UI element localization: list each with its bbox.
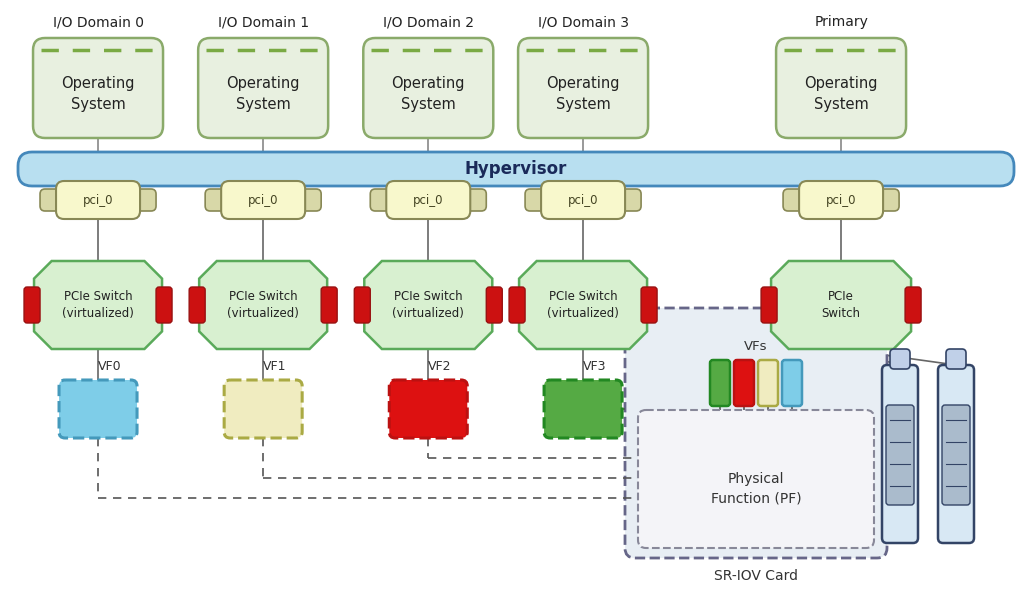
Text: pci_0: pci_0 bbox=[413, 193, 444, 206]
Polygon shape bbox=[199, 261, 327, 349]
FancyBboxPatch shape bbox=[879, 189, 899, 211]
FancyBboxPatch shape bbox=[189, 287, 205, 323]
Text: Operating
System: Operating System bbox=[226, 76, 300, 112]
FancyBboxPatch shape bbox=[40, 189, 60, 211]
FancyBboxPatch shape bbox=[783, 189, 803, 211]
Text: Primary: Primary bbox=[814, 15, 868, 29]
Text: PCIe Switch
(virtualized): PCIe Switch (virtualized) bbox=[62, 290, 134, 320]
Text: PCIe Switch
(virtualized): PCIe Switch (virtualized) bbox=[227, 290, 299, 320]
FancyBboxPatch shape bbox=[386, 181, 471, 219]
FancyBboxPatch shape bbox=[779, 42, 903, 56]
FancyBboxPatch shape bbox=[544, 380, 622, 438]
FancyBboxPatch shape bbox=[734, 360, 754, 406]
FancyBboxPatch shape bbox=[638, 410, 874, 548]
FancyBboxPatch shape bbox=[224, 380, 302, 438]
Text: VF0: VF0 bbox=[98, 360, 122, 373]
FancyBboxPatch shape bbox=[354, 287, 370, 323]
Text: Operating
System: Operating System bbox=[391, 76, 465, 112]
FancyBboxPatch shape bbox=[33, 38, 163, 138]
FancyBboxPatch shape bbox=[761, 287, 777, 323]
FancyBboxPatch shape bbox=[18, 152, 1014, 186]
FancyBboxPatch shape bbox=[370, 189, 390, 211]
FancyBboxPatch shape bbox=[541, 181, 625, 219]
Polygon shape bbox=[771, 261, 911, 349]
FancyBboxPatch shape bbox=[136, 189, 156, 211]
FancyBboxPatch shape bbox=[466, 189, 486, 211]
Text: pci_0: pci_0 bbox=[83, 193, 114, 206]
Text: SR-IOV Card: SR-IOV Card bbox=[714, 569, 798, 583]
FancyBboxPatch shape bbox=[799, 181, 883, 219]
FancyBboxPatch shape bbox=[710, 360, 730, 406]
FancyBboxPatch shape bbox=[942, 405, 970, 505]
FancyBboxPatch shape bbox=[486, 287, 503, 323]
FancyBboxPatch shape bbox=[757, 360, 778, 406]
FancyBboxPatch shape bbox=[201, 42, 325, 56]
FancyBboxPatch shape bbox=[882, 365, 918, 543]
FancyBboxPatch shape bbox=[156, 287, 172, 323]
Text: VF2: VF2 bbox=[428, 360, 452, 373]
FancyBboxPatch shape bbox=[641, 287, 657, 323]
FancyBboxPatch shape bbox=[366, 42, 490, 56]
Text: pci_0: pci_0 bbox=[248, 193, 279, 206]
Text: VF3: VF3 bbox=[583, 360, 607, 373]
FancyBboxPatch shape bbox=[509, 287, 525, 323]
FancyBboxPatch shape bbox=[782, 360, 802, 406]
Text: VFs: VFs bbox=[744, 340, 768, 352]
Polygon shape bbox=[364, 261, 492, 349]
FancyBboxPatch shape bbox=[905, 287, 922, 323]
FancyBboxPatch shape bbox=[321, 287, 337, 323]
Text: I/O Domain 0: I/O Domain 0 bbox=[53, 15, 143, 29]
Text: VF1: VF1 bbox=[263, 360, 287, 373]
FancyBboxPatch shape bbox=[946, 349, 966, 369]
FancyBboxPatch shape bbox=[890, 349, 910, 369]
FancyBboxPatch shape bbox=[221, 181, 305, 219]
Text: I/O Domain 2: I/O Domain 2 bbox=[383, 15, 474, 29]
FancyBboxPatch shape bbox=[56, 181, 140, 219]
FancyBboxPatch shape bbox=[621, 189, 641, 211]
FancyBboxPatch shape bbox=[59, 380, 137, 438]
FancyBboxPatch shape bbox=[198, 38, 328, 138]
Text: PCIe Switch
(virtualized): PCIe Switch (virtualized) bbox=[547, 290, 619, 320]
Text: I/O Domain 3: I/O Domain 3 bbox=[538, 15, 628, 29]
Polygon shape bbox=[34, 261, 162, 349]
FancyBboxPatch shape bbox=[938, 365, 974, 543]
Text: Hypervisor: Hypervisor bbox=[464, 160, 568, 178]
Text: Operating
System: Operating System bbox=[61, 76, 135, 112]
FancyBboxPatch shape bbox=[36, 42, 160, 56]
FancyBboxPatch shape bbox=[363, 38, 493, 138]
FancyBboxPatch shape bbox=[525, 189, 545, 211]
Text: PCIe
Switch: PCIe Switch bbox=[821, 290, 861, 320]
Text: Operating
System: Operating System bbox=[804, 76, 878, 112]
FancyBboxPatch shape bbox=[625, 308, 886, 558]
FancyBboxPatch shape bbox=[521, 42, 645, 56]
FancyBboxPatch shape bbox=[389, 380, 467, 438]
Text: Operating
System: Operating System bbox=[546, 76, 620, 112]
FancyBboxPatch shape bbox=[24, 287, 40, 323]
FancyBboxPatch shape bbox=[301, 189, 321, 211]
FancyBboxPatch shape bbox=[205, 189, 225, 211]
FancyBboxPatch shape bbox=[886, 405, 914, 505]
Text: Physical
Function (PF): Physical Function (PF) bbox=[711, 472, 801, 506]
Text: pci_0: pci_0 bbox=[826, 193, 857, 206]
FancyBboxPatch shape bbox=[776, 38, 906, 138]
Polygon shape bbox=[519, 261, 647, 349]
Text: PCIe Switch
(virtualized): PCIe Switch (virtualized) bbox=[392, 290, 464, 320]
FancyBboxPatch shape bbox=[518, 38, 648, 138]
Text: pci_0: pci_0 bbox=[568, 193, 599, 206]
Text: I/O Domain 1: I/O Domain 1 bbox=[218, 15, 309, 29]
